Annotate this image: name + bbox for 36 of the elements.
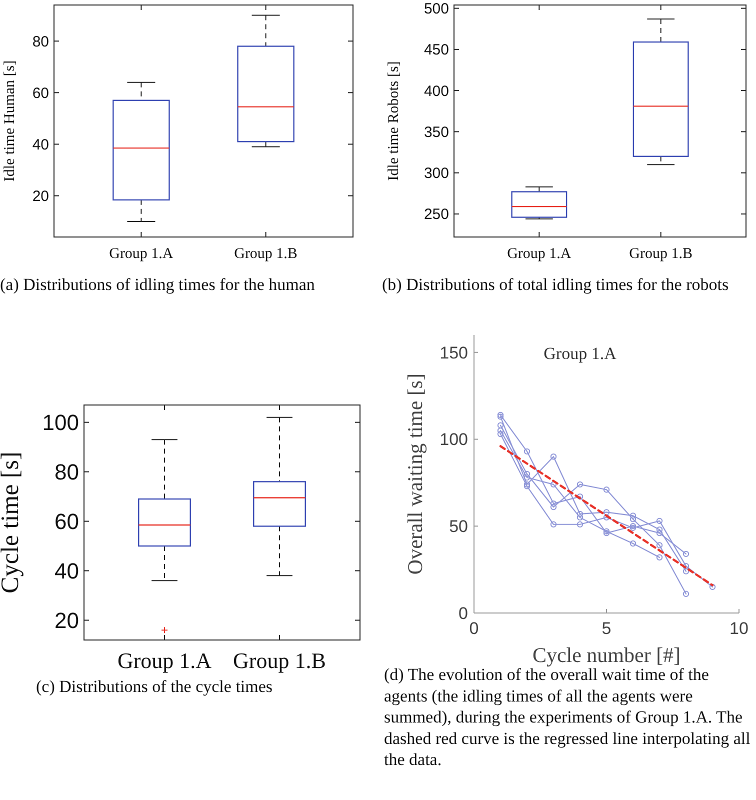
y-tick-label: 450 — [424, 42, 449, 59]
y-tick-label: 100 — [42, 410, 79, 436]
x-tick-label: Group 1.B — [233, 648, 326, 673]
y-tick-label: 500 — [424, 0, 449, 18]
y-tick-label: 80 — [32, 33, 49, 50]
y-tick-label: 300 — [424, 165, 449, 182]
y-tick-label: 400 — [424, 82, 449, 100]
text: Group 1.A — [544, 344, 618, 363]
x-tick-label: Group 1.A — [507, 246, 572, 262]
y-axis-title: Idle time Human [s] — [2, 60, 18, 182]
y-tick-label: 20 — [54, 608, 79, 633]
x-tick-label: Group 1.A — [109, 246, 174, 262]
text: (d) The evolution of the overall wait time of the agents (the idling times of all the agents were summed), during the experiments of Group 1.A. The dashed red curve is the regressed line interpolating all the data. — [384, 665, 751, 769]
text: (b) Distributions of total idling times for the robots — [382, 275, 729, 294]
y-tick-label: 250 — [424, 206, 449, 224]
x-tick-label: Group 1.B — [629, 246, 693, 262]
y-tick-label: 150 — [440, 343, 468, 362]
y-tick-label: 100 — [440, 430, 468, 450]
x-tick-label: 10 — [730, 619, 748, 638]
y-axis-title: Overall waiting time [s] — [403, 373, 427, 575]
y-tick-label: 80 — [54, 459, 79, 484]
text: (a) Distributions of idling times for the human — [0, 275, 316, 294]
y-tick-label: 20 — [32, 188, 49, 206]
y-axis-title: Cycle time [s] — [0, 452, 24, 594]
y-tick-label: 40 — [32, 136, 49, 154]
y-tick-label: 50 — [449, 517, 468, 536]
y-tick-label: 0 — [458, 604, 468, 623]
y-tick-label: 40 — [54, 558, 79, 584]
x-axis-title: Cycle number [#] — [532, 643, 681, 667]
text: (c) Distributions of the cycle times — [36, 677, 273, 696]
y-tick-label: 60 — [54, 508, 79, 534]
y-axis-title: Idle time Robots [s] — [386, 61, 402, 181]
y-tick-label: 350 — [424, 124, 449, 141]
x-tick-label: 5 — [602, 619, 612, 638]
x-tick-label: Group 1.B — [234, 246, 298, 262]
y-tick-label: 60 — [32, 84, 49, 102]
